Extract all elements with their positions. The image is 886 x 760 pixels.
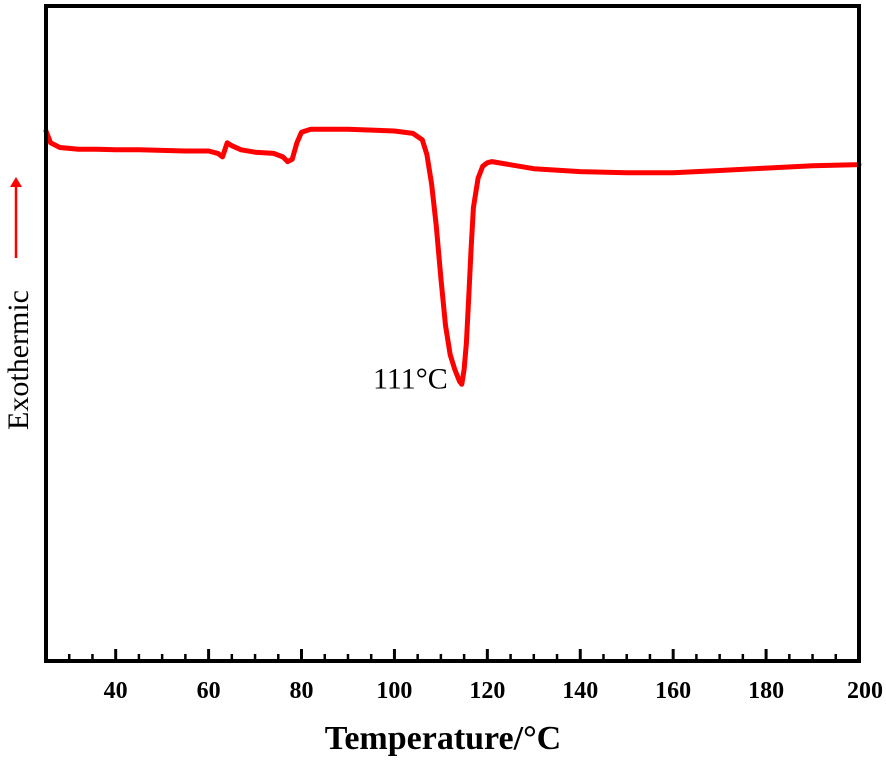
x-axis-label: Temperature/°C [325, 720, 561, 757]
y-axis-label: Exothermic [2, 290, 35, 430]
x-tick-label-140: 140 [562, 678, 598, 704]
peak-annotation: 111°C [373, 362, 448, 395]
series-line-0 [43, 126, 862, 387]
x-tick-label-200: 200 [847, 678, 883, 704]
x-tick-label-160: 160 [655, 678, 691, 704]
plot-frame [44, 4, 861, 663]
x-tick-label-100: 100 [376, 678, 412, 704]
x-tick-label-180: 180 [748, 678, 784, 704]
x-tick-label-80: 80 [290, 678, 314, 704]
x-axis-tick-labels: 40 60 80 100 120 140 160 180 200 [104, 678, 883, 704]
x-axis-ticks [44, 649, 861, 661]
x-tick-label-40: 40 [104, 678, 128, 704]
x-tick-label-120: 120 [469, 678, 505, 704]
x-tick-label-60: 60 [197, 678, 221, 704]
